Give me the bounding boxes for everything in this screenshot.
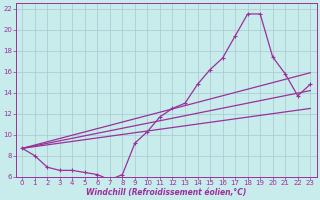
- X-axis label: Windchill (Refroidissement éolien,°C): Windchill (Refroidissement éolien,°C): [86, 188, 246, 197]
